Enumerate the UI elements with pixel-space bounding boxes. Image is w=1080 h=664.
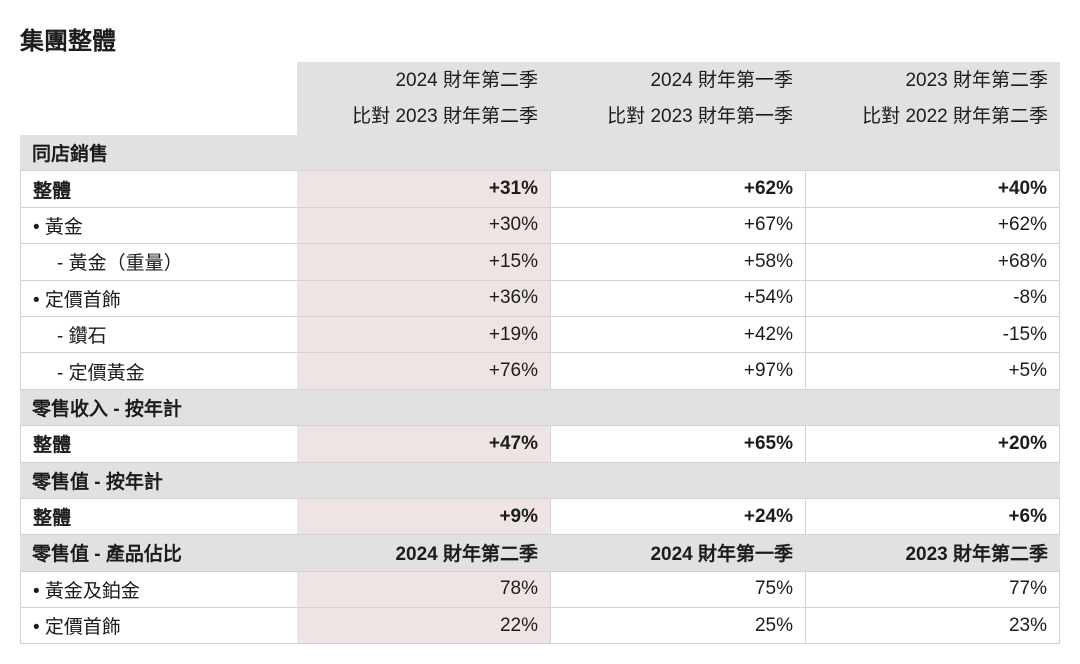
value-cell: -8% xyxy=(805,280,1060,317)
section-label: 零售值 - 按年計 xyxy=(20,462,297,499)
value-cell: +42% xyxy=(550,316,805,354)
value-cell: +47% xyxy=(297,426,550,463)
table-row: • 定價首飾 +36% +54% -8% xyxy=(20,280,1060,317)
row-label: • 定價首飾 xyxy=(20,608,297,645)
empty-cell xyxy=(550,462,805,499)
section-label: 零售值 - 產品佔比 xyxy=(20,535,297,572)
section-row: 零售值 - 按年計 xyxy=(20,462,1060,499)
value-cell: +9% xyxy=(297,498,550,536)
value-cell: +5% xyxy=(805,353,1060,390)
section-row: 零售值 - 產品佔比 2024 財年第二季 2024 財年第一季 2023 財年… xyxy=(20,535,1060,572)
value-cell: +62% xyxy=(550,171,805,208)
value-cell: +31% xyxy=(297,171,550,208)
table-row: 整體 +31% +62% +40% xyxy=(20,171,1060,208)
results-table: 2024 財年第二季 比對 2023 財年第二季 2024 財年第一季 比對 2… xyxy=(20,62,1060,645)
value-cell: +76% xyxy=(297,353,550,390)
empty-cell xyxy=(297,135,550,172)
column-header: 2024 財年第二季 比對 2023 財年第二季 xyxy=(297,62,550,135)
page-title: 集團整體 xyxy=(20,28,116,55)
table-header-row: 2024 財年第二季 比對 2023 財年第二季 2024 財年第一季 比對 2… xyxy=(20,62,1060,135)
table-row: - 黃金（重量） +15% +58% +68% xyxy=(20,244,1060,281)
table-row: • 定價首飾 22% 25% 23% xyxy=(20,608,1060,645)
table-row: - 鑽石 +19% +42% -15% xyxy=(20,316,1060,354)
empty-cell xyxy=(805,462,1060,499)
value-cell: +58% xyxy=(550,244,805,281)
table-row: • 黃金 +30% +67% +62% xyxy=(20,207,1060,245)
row-label: 整體 xyxy=(20,426,297,463)
column-header: 2024 財年第一季 比對 2023 財年第一季 xyxy=(550,62,805,135)
column-header: 2023 財年第二季 比對 2022 財年第二季 xyxy=(805,62,1060,135)
value-cell: +62% xyxy=(805,207,1060,245)
column-comparison: 比對 2023 財年第二季 xyxy=(352,105,538,127)
row-label: 整體 xyxy=(20,171,297,208)
empty-cell xyxy=(297,389,550,427)
value-cell: +68% xyxy=(805,244,1060,281)
column-period: 2024 財年第二季 xyxy=(395,69,538,91)
value-cell: +97% xyxy=(550,353,805,390)
value-cell: 75% xyxy=(550,571,805,609)
value-cell: 25% xyxy=(550,608,805,645)
column-period: 2024 財年第一季 xyxy=(650,69,793,91)
section-row: 同店銷售 xyxy=(20,135,1060,172)
header-corner xyxy=(20,62,297,135)
section-label: 同店銷售 xyxy=(20,135,297,172)
empty-cell xyxy=(297,462,550,499)
row-label: 整體 xyxy=(20,498,297,536)
value-cell: +30% xyxy=(297,207,550,245)
table-row: - 定價黃金 +76% +97% +5% xyxy=(20,353,1060,390)
value-cell: +36% xyxy=(297,280,550,317)
empty-cell xyxy=(805,389,1060,427)
row-label: - 黃金（重量） xyxy=(20,244,297,281)
value-cell: 77% xyxy=(805,571,1060,609)
row-label: • 黃金及鉑金 xyxy=(20,571,297,609)
section-label: 零售收入 - 按年計 xyxy=(20,389,297,427)
value-cell: +40% xyxy=(805,171,1060,208)
value-cell: -15% xyxy=(805,316,1060,354)
empty-cell xyxy=(805,135,1060,172)
row-label: • 定價首飾 xyxy=(20,280,297,317)
row-label: - 定價黃金 xyxy=(20,353,297,390)
value-cell: 23% xyxy=(805,608,1060,645)
value-cell: +6% xyxy=(805,498,1060,536)
section-column-label: 2024 財年第二季 xyxy=(297,535,550,572)
value-cell: +54% xyxy=(550,280,805,317)
empty-cell xyxy=(550,135,805,172)
section-row: 零售收入 - 按年計 xyxy=(20,389,1060,427)
table-row: • 黃金及鉑金 78% 75% 77% xyxy=(20,571,1060,609)
value-cell: +24% xyxy=(550,498,805,536)
row-label: • 黃金 xyxy=(20,207,297,245)
row-label: - 鑽石 xyxy=(20,316,297,354)
table-row: 整體 +9% +24% +6% xyxy=(20,498,1060,536)
value-cell: +19% xyxy=(297,316,550,354)
value-cell: 22% xyxy=(297,608,550,645)
section-column-label: 2023 財年第二季 xyxy=(805,535,1060,572)
table-row: 整體 +47% +65% +20% xyxy=(20,426,1060,463)
empty-cell xyxy=(550,389,805,427)
column-comparison: 比對 2023 財年第一季 xyxy=(607,105,793,127)
column-period: 2023 財年第二季 xyxy=(905,69,1048,91)
value-cell: 78% xyxy=(297,571,550,609)
column-comparison: 比對 2022 財年第二季 xyxy=(862,105,1048,127)
section-column-label: 2024 財年第一季 xyxy=(550,535,805,572)
value-cell: +20% xyxy=(805,426,1060,463)
value-cell: +67% xyxy=(550,207,805,245)
value-cell: +65% xyxy=(550,426,805,463)
value-cell: +15% xyxy=(297,244,550,281)
